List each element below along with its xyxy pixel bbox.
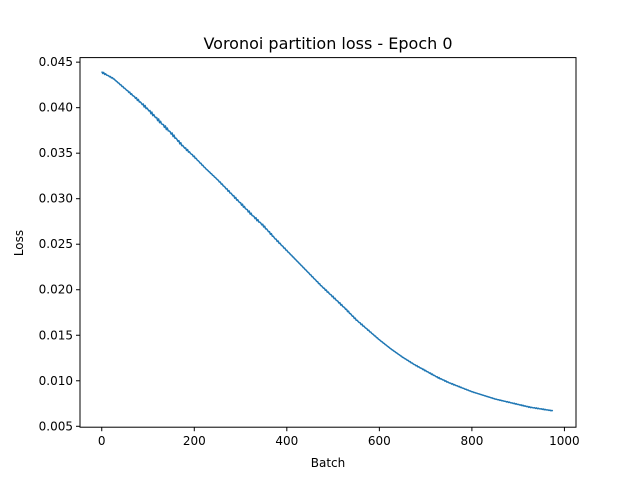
loss-series-line bbox=[101, 71, 554, 412]
y-axis-ticks: 0.005 0.010 0.015 0.020 0.025 0.030 0.035 0.040… bbox=[39, 55, 80, 433]
y-axis-label: Loss bbox=[12, 230, 26, 256]
y-tick-label: 0.035 bbox=[39, 146, 73, 160]
y-tick-label: 0.010 bbox=[39, 374, 73, 388]
x-tick-label: 800 bbox=[460, 434, 483, 448]
plot-area bbox=[101, 71, 554, 412]
y-tick-label: 0.020 bbox=[39, 283, 73, 297]
x-tick-label: 600 bbox=[368, 434, 391, 448]
y-tick-label: 0.040 bbox=[39, 101, 73, 115]
chart-title: Voronoi partition loss - Epoch 0 bbox=[203, 34, 452, 53]
plot-frame bbox=[79, 57, 577, 428]
x-tick-label: 400 bbox=[275, 434, 298, 448]
x-tick-label: 1000 bbox=[549, 434, 580, 448]
y-tick-label: 0.005 bbox=[39, 419, 73, 433]
y-tick-label: 0.045 bbox=[39, 55, 73, 69]
y-tick-label: 0.025 bbox=[39, 237, 73, 251]
x-axis-ticks: 0 200 400 600 800 1000 bbox=[98, 427, 580, 448]
x-axis-label: Batch bbox=[311, 456, 346, 470]
x-tick-label: 0 bbox=[98, 434, 106, 448]
y-tick-label: 0.030 bbox=[39, 192, 73, 206]
y-tick-label: 0.015 bbox=[39, 328, 73, 342]
x-tick-label: 200 bbox=[183, 434, 206, 448]
